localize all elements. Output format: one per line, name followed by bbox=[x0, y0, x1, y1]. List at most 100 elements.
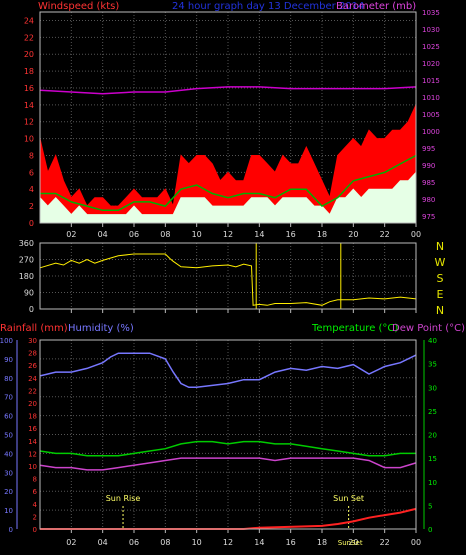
y-rain-tick-label: 30 bbox=[28, 337, 37, 345]
y-left-tick-label: 2 bbox=[29, 202, 34, 211]
y-rain-tick-label: 20 bbox=[28, 400, 37, 408]
x-tick-label: 18 bbox=[317, 538, 327, 547]
y-right-tick-label: 990 bbox=[422, 162, 435, 170]
x-tick-label: 04 bbox=[98, 230, 108, 239]
x-tick-label: 16 bbox=[286, 230, 296, 239]
x-tick-label: 12 bbox=[223, 230, 233, 239]
x-tick-label: 22 bbox=[380, 0, 390, 2]
x-tick-label: 20 bbox=[348, 0, 358, 2]
plot-frame bbox=[39, 339, 417, 530]
x-tick-label: 06 bbox=[129, 538, 139, 547]
compass-label: W bbox=[435, 256, 446, 269]
y-rain-tick-label: 6 bbox=[33, 488, 38, 496]
climate-panel: 0102030405060708090100024681012141618202… bbox=[0, 337, 437, 547]
y-humidity-tick-label: 30 bbox=[4, 469, 13, 477]
y-rain-tick-label: 14 bbox=[28, 438, 37, 446]
y-left-tick-label: 4 bbox=[29, 185, 34, 194]
x-tick-label: 22 bbox=[380, 538, 390, 547]
plot-frame bbox=[39, 11, 417, 224]
y-left-tick-label: 8 bbox=[29, 151, 34, 160]
y-right-tick-label: 980 bbox=[422, 196, 435, 204]
windspeed-axis-label: Windspeed (kts) bbox=[38, 1, 119, 12]
x-tick-label: 22 bbox=[380, 230, 390, 239]
y-rain-tick-label: 8 bbox=[33, 476, 37, 484]
temperature-axis-label: Temperature (°C) bbox=[311, 323, 398, 334]
y-rain-tick-label: 24 bbox=[28, 375, 37, 383]
x-tick-label: 10 bbox=[192, 538, 202, 547]
x-tick-label: 16 bbox=[286, 0, 296, 2]
series-dewpoint bbox=[39, 457, 417, 471]
y-tick-label: 0 bbox=[29, 305, 34, 314]
y-left-tick-label: 20 bbox=[24, 50, 34, 59]
x-tick-label: 02 bbox=[66, 538, 76, 547]
x-tick-label: 10 bbox=[192, 230, 202, 239]
y-right-tick-label: 1035 bbox=[422, 9, 440, 17]
series-windspeed bbox=[39, 171, 417, 224]
series-windspeed-gust bbox=[39, 104, 417, 224]
y-tick-label: 360 bbox=[19, 239, 34, 248]
y-rain-tick-label: 10 bbox=[28, 463, 37, 471]
y-temp-tick-label: 30 bbox=[428, 384, 437, 392]
y-rain-tick-label: 0 bbox=[33, 526, 37, 534]
barometer-axis-label: Barometer (mb) bbox=[336, 1, 416, 12]
series-wind-direction bbox=[39, 253, 417, 306]
y-right-tick-label: 995 bbox=[422, 145, 435, 153]
y-rain-tick-label: 2 bbox=[33, 513, 37, 521]
x-tick-label: 06 bbox=[129, 0, 139, 2]
y-right-tick-label: 1005 bbox=[422, 111, 440, 119]
y-temp-tick-label: 20 bbox=[428, 432, 437, 440]
chart-title: 24 hour graph day 13 December 2014 bbox=[172, 1, 364, 12]
x-tick-label: 20 bbox=[348, 538, 358, 547]
y-temp-tick-label: 40 bbox=[428, 337, 437, 345]
y-rain-tick-label: 16 bbox=[28, 425, 37, 433]
x-tick-label: 18 bbox=[317, 230, 327, 239]
x-tick-label: 02 bbox=[66, 0, 76, 2]
y-left-tick-label: 18 bbox=[24, 67, 34, 76]
y-left-tick-label: 12 bbox=[24, 118, 34, 127]
y-right-tick-label: 1020 bbox=[422, 60, 440, 68]
x-tick-label: 00 bbox=[411, 230, 421, 239]
sunset-axis-label: SunSet bbox=[338, 539, 363, 547]
compass-label: N bbox=[436, 304, 444, 317]
x-tick-label: 12 bbox=[223, 538, 233, 547]
y-humidity-tick-label: 80 bbox=[4, 375, 13, 383]
x-tick-label: 04 bbox=[98, 0, 108, 2]
y-tick-label: 180 bbox=[19, 272, 34, 281]
series-humidity bbox=[39, 352, 417, 389]
y-humidity-tick-label: 90 bbox=[4, 356, 13, 364]
sun-marker-label: Sun Set bbox=[333, 494, 364, 503]
wind-panel: 0246810121416182022249759809859909951000… bbox=[24, 9, 440, 239]
x-tick-label: 04 bbox=[98, 538, 108, 547]
y-left-tick-label: 16 bbox=[24, 84, 34, 93]
y-rain-tick-label: 12 bbox=[28, 450, 37, 458]
compass-label: N bbox=[436, 240, 444, 253]
y-left-tick-label: 22 bbox=[24, 33, 34, 42]
y-right-tick-label: 1000 bbox=[422, 128, 440, 136]
y-humidity-tick-label: 70 bbox=[4, 394, 13, 402]
y-humidity-tick-label: 10 bbox=[4, 507, 13, 515]
y-humidity-tick-label: 50 bbox=[4, 432, 13, 440]
y-humidity-tick-label: 100 bbox=[0, 337, 13, 345]
y-humidity-tick-label: 20 bbox=[4, 488, 13, 496]
y-rain-tick-label: 28 bbox=[28, 350, 37, 358]
rainfall-axis-label: Rainfall (mm) bbox=[0, 323, 68, 334]
y-left-tick-label: 10 bbox=[24, 135, 34, 144]
series-barometer bbox=[39, 86, 417, 95]
series-windspeed-average bbox=[40, 154, 417, 212]
x-tick-label: 14 bbox=[254, 538, 264, 547]
y-right-tick-label: 1015 bbox=[422, 77, 440, 85]
y-temp-tick-label: 15 bbox=[428, 455, 437, 463]
y-left-tick-label: 24 bbox=[24, 16, 34, 25]
x-tick-label: 08 bbox=[160, 230, 170, 239]
y-left-tick-label: 0 bbox=[29, 219, 34, 228]
direction-panel: 090180270360NWSEN02040608101214161820220… bbox=[19, 0, 446, 317]
dewpoint-axis-label: Dew Point (°C) bbox=[392, 323, 465, 334]
plot-frame bbox=[39, 242, 417, 310]
x-tick-label: 02 bbox=[66, 230, 76, 239]
y-right-tick-label: 975 bbox=[422, 213, 435, 221]
y-humidity-tick-label: 40 bbox=[4, 450, 13, 458]
y-temp-tick-label: 5 bbox=[428, 502, 432, 510]
y-humidity-tick-label: 0 bbox=[9, 526, 13, 534]
x-tick-label: 10 bbox=[192, 0, 202, 2]
